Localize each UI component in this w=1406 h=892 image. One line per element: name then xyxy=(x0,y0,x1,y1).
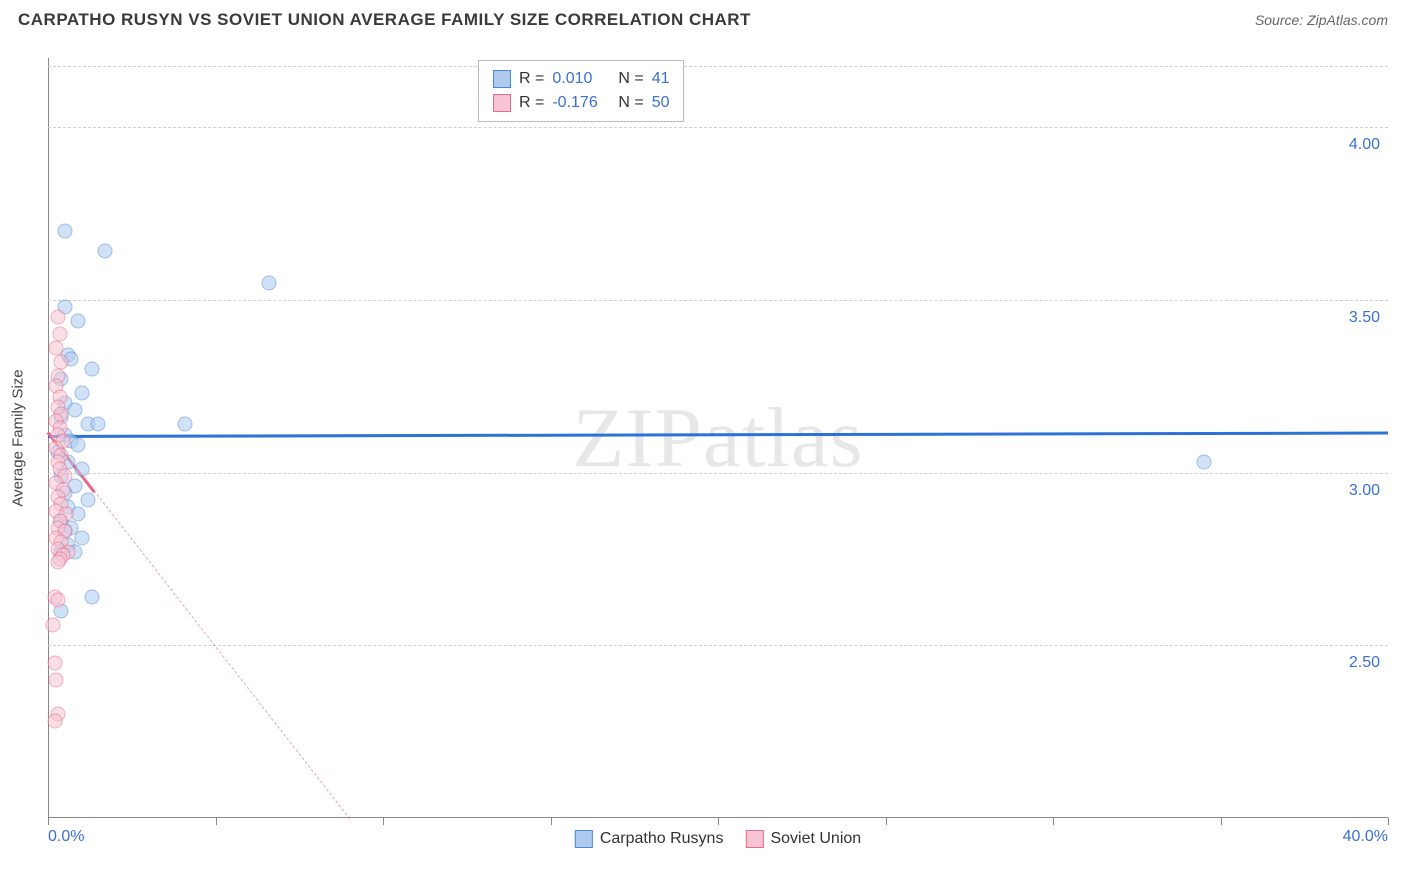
series-legend-item: Soviet Union xyxy=(745,830,861,848)
legend-n-value: 50 xyxy=(652,91,670,115)
legend-swatch xyxy=(575,830,593,848)
series-name: Soviet Union xyxy=(770,830,861,848)
legend-swatch xyxy=(745,830,763,848)
data-point xyxy=(47,655,62,670)
data-point xyxy=(49,672,64,687)
data-point xyxy=(74,386,89,401)
data-point xyxy=(97,244,112,259)
data-point xyxy=(49,341,64,356)
data-point xyxy=(84,361,99,376)
trend-line xyxy=(48,431,1388,437)
y-tick-label: 2.50 xyxy=(1349,654,1380,672)
gridline xyxy=(48,473,1388,474)
y-axis-line xyxy=(48,58,49,818)
x-tick xyxy=(551,818,552,825)
series-legend-item: Carpatho Rusyns xyxy=(575,830,724,848)
x-tick xyxy=(1053,818,1054,825)
data-point xyxy=(81,493,96,508)
data-point xyxy=(51,555,66,570)
series-legend: Carpatho Rusyns Soviet Union xyxy=(575,830,861,848)
chart-area: Average Family Size 2.503.003.504.00 ZIP… xyxy=(48,58,1388,818)
data-point xyxy=(52,327,67,342)
x-tick xyxy=(718,818,719,825)
legend-n-value: 41 xyxy=(652,67,670,91)
legend-row: R = -0.176 N = 50 xyxy=(493,91,669,115)
legend-n-label: N = xyxy=(618,91,643,115)
data-point xyxy=(74,462,89,477)
y-tick-label: 4.00 xyxy=(1349,136,1380,154)
y-tick-label: 3.00 xyxy=(1349,482,1380,500)
data-point xyxy=(262,275,277,290)
x-axis-max-label: 40.0% xyxy=(1343,828,1388,846)
x-tick xyxy=(1221,818,1222,825)
legend-swatch xyxy=(493,70,511,88)
data-point xyxy=(1196,455,1211,470)
data-point xyxy=(51,593,66,608)
data-point xyxy=(74,531,89,546)
legend-row: R = 0.010 N = 41 xyxy=(493,67,669,91)
data-point xyxy=(178,417,193,432)
gridline xyxy=(48,645,1388,646)
data-point xyxy=(54,355,69,370)
legend-r-value: -0.176 xyxy=(552,91,610,115)
data-point xyxy=(67,403,82,418)
x-tick xyxy=(48,818,49,825)
y-tick-label: 3.50 xyxy=(1349,309,1380,327)
x-tick xyxy=(1388,818,1389,825)
legend-r-label: R = xyxy=(519,67,544,91)
data-point xyxy=(84,589,99,604)
data-point xyxy=(71,313,86,328)
x-tick xyxy=(216,818,217,825)
legend-n-label: N = xyxy=(618,67,643,91)
legend-r-value: 0.010 xyxy=(552,67,610,91)
y-axis-label: Average Family Size xyxy=(10,369,27,506)
gridline xyxy=(48,66,1388,67)
data-point xyxy=(71,437,86,452)
x-tick xyxy=(886,818,887,825)
legend-r-label: R = xyxy=(519,91,544,115)
x-axis-min-label: 0.0% xyxy=(48,828,84,846)
source-attribution: Source: ZipAtlas.com xyxy=(1255,12,1388,28)
chart-title: CARPATHO RUSYN VS SOVIET UNION AVERAGE F… xyxy=(18,10,751,30)
data-point xyxy=(51,310,66,325)
legend-swatch xyxy=(493,94,511,112)
x-tick xyxy=(383,818,384,825)
data-point xyxy=(91,417,106,432)
series-name: Carpatho Rusyns xyxy=(600,830,724,848)
data-point xyxy=(57,223,72,238)
gridline xyxy=(48,127,1388,128)
data-point xyxy=(46,617,61,632)
trend-line-dashed xyxy=(48,431,350,819)
correlation-legend-box: R = 0.010 N = 41 R = -0.176 N = 50 xyxy=(478,60,684,122)
data-point xyxy=(47,714,62,729)
gridline xyxy=(48,300,1388,301)
